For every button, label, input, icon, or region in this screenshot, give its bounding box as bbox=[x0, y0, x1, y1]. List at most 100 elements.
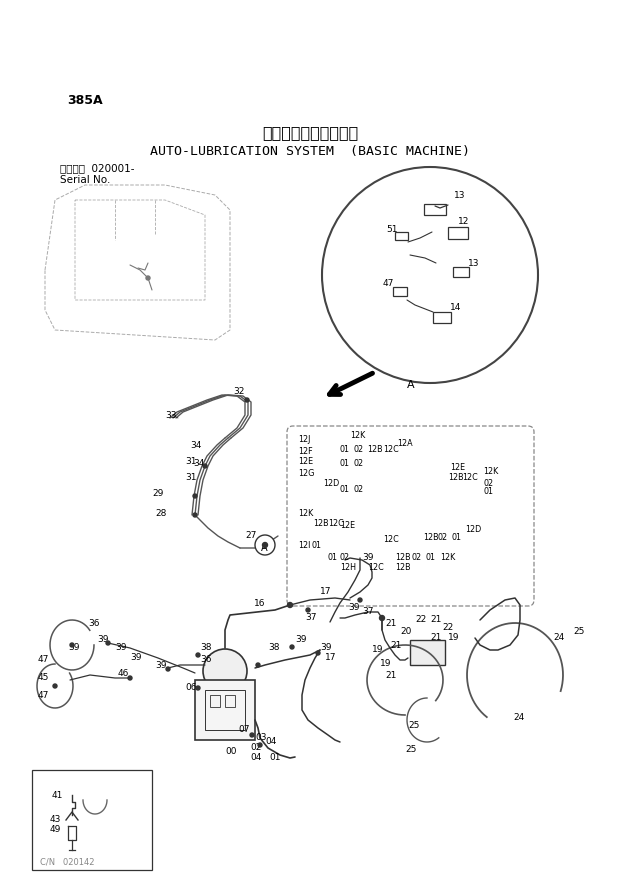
Text: 39: 39 bbox=[97, 635, 108, 643]
Text: 12D: 12D bbox=[465, 526, 481, 534]
Text: 12K: 12K bbox=[440, 553, 455, 562]
Text: 29: 29 bbox=[152, 490, 164, 498]
Text: 22: 22 bbox=[442, 623, 453, 633]
Text: 12I: 12I bbox=[298, 541, 311, 551]
Text: 31: 31 bbox=[185, 457, 197, 466]
Text: 27: 27 bbox=[245, 532, 257, 540]
Bar bbox=[410, 640, 445, 665]
Circle shape bbox=[53, 684, 57, 688]
Text: 12G: 12G bbox=[298, 470, 314, 478]
Text: 51: 51 bbox=[386, 224, 397, 233]
Circle shape bbox=[358, 598, 362, 602]
Text: 34: 34 bbox=[193, 458, 205, 468]
Text: 12C: 12C bbox=[368, 563, 384, 573]
Circle shape bbox=[193, 494, 197, 498]
Text: 12C: 12C bbox=[328, 519, 343, 527]
Text: 43: 43 bbox=[50, 815, 61, 824]
Text: 20: 20 bbox=[400, 628, 412, 636]
Bar bbox=[32, 770, 152, 870]
Text: 12H: 12H bbox=[340, 563, 356, 573]
Text: 01: 01 bbox=[339, 445, 349, 455]
Text: 01: 01 bbox=[311, 541, 321, 551]
Text: 37: 37 bbox=[305, 614, 316, 622]
Bar bbox=[205, 690, 245, 730]
Text: 32: 32 bbox=[233, 387, 244, 395]
Text: 24: 24 bbox=[513, 713, 525, 723]
Text: 38: 38 bbox=[268, 643, 280, 652]
Text: 13: 13 bbox=[468, 258, 479, 267]
Text: 47: 47 bbox=[38, 691, 50, 699]
Text: 12B: 12B bbox=[313, 519, 329, 527]
Text: 39: 39 bbox=[68, 643, 79, 652]
Circle shape bbox=[193, 513, 197, 517]
Text: 01: 01 bbox=[452, 533, 462, 541]
Text: A: A bbox=[407, 380, 415, 390]
Text: 02: 02 bbox=[250, 744, 262, 753]
Text: AUTO-LUBRICATION SYSTEM  (BASIC MACHINE): AUTO-LUBRICATION SYSTEM (BASIC MACHINE) bbox=[150, 145, 470, 157]
Text: 36: 36 bbox=[88, 618, 99, 628]
Text: 01: 01 bbox=[339, 459, 349, 469]
Text: 37: 37 bbox=[362, 608, 373, 616]
Circle shape bbox=[258, 743, 262, 747]
Text: 01: 01 bbox=[483, 487, 493, 497]
Bar bbox=[424, 204, 446, 215]
Text: 17: 17 bbox=[325, 654, 337, 663]
Text: 02: 02 bbox=[353, 485, 363, 494]
Bar bbox=[195, 680, 255, 740]
Text: 00: 00 bbox=[225, 747, 236, 757]
Text: 06: 06 bbox=[185, 683, 197, 691]
Text: 36: 36 bbox=[200, 656, 211, 664]
Text: 01: 01 bbox=[339, 485, 349, 494]
Text: 38: 38 bbox=[200, 643, 211, 651]
Text: 02: 02 bbox=[353, 459, 363, 469]
Circle shape bbox=[106, 641, 110, 645]
Bar bbox=[393, 287, 407, 296]
Text: 21: 21 bbox=[385, 671, 396, 680]
Circle shape bbox=[255, 535, 275, 555]
Text: 25: 25 bbox=[573, 628, 585, 636]
Bar bbox=[210, 695, 220, 707]
Text: 39: 39 bbox=[320, 643, 332, 652]
Circle shape bbox=[128, 676, 132, 680]
Circle shape bbox=[245, 398, 249, 402]
Text: 49: 49 bbox=[50, 826, 61, 835]
Text: 12F: 12F bbox=[298, 448, 312, 457]
Text: 25: 25 bbox=[405, 746, 417, 754]
Bar bbox=[433, 312, 451, 323]
Text: 16: 16 bbox=[254, 600, 265, 608]
Text: 01: 01 bbox=[426, 553, 436, 562]
Text: 03: 03 bbox=[255, 733, 267, 743]
Circle shape bbox=[250, 733, 254, 737]
Text: 12B: 12B bbox=[395, 563, 410, 573]
Text: 45: 45 bbox=[38, 673, 50, 683]
Text: 04: 04 bbox=[250, 753, 262, 762]
Text: 21: 21 bbox=[390, 641, 401, 650]
Text: 12B: 12B bbox=[448, 472, 464, 482]
Text: A: A bbox=[261, 543, 268, 553]
Circle shape bbox=[290, 645, 294, 649]
Text: 適用号機  020001-: 適用号機 020001- bbox=[60, 163, 135, 173]
Text: C/N   020142: C/N 020142 bbox=[40, 857, 94, 867]
Circle shape bbox=[306, 608, 310, 612]
Text: 33: 33 bbox=[165, 410, 177, 420]
Circle shape bbox=[196, 686, 200, 690]
Circle shape bbox=[70, 643, 74, 647]
Text: 31: 31 bbox=[185, 472, 197, 482]
Text: 14: 14 bbox=[450, 304, 461, 313]
Text: 21: 21 bbox=[430, 615, 441, 624]
Text: 47: 47 bbox=[38, 656, 50, 664]
Text: 39: 39 bbox=[295, 636, 306, 644]
Text: 12: 12 bbox=[458, 217, 469, 226]
Text: 12K: 12K bbox=[350, 431, 365, 441]
Text: 12D: 12D bbox=[323, 479, 339, 489]
Text: 12A: 12A bbox=[397, 438, 413, 448]
Text: 01: 01 bbox=[269, 753, 280, 761]
Text: 17: 17 bbox=[320, 588, 332, 596]
Text: 02: 02 bbox=[412, 553, 422, 562]
Text: 39: 39 bbox=[155, 661, 167, 670]
Text: 13: 13 bbox=[454, 191, 466, 201]
Text: 385A: 385A bbox=[67, 93, 103, 107]
Text: 02: 02 bbox=[437, 533, 447, 541]
Text: 39: 39 bbox=[348, 603, 360, 613]
Bar bbox=[448, 227, 468, 239]
